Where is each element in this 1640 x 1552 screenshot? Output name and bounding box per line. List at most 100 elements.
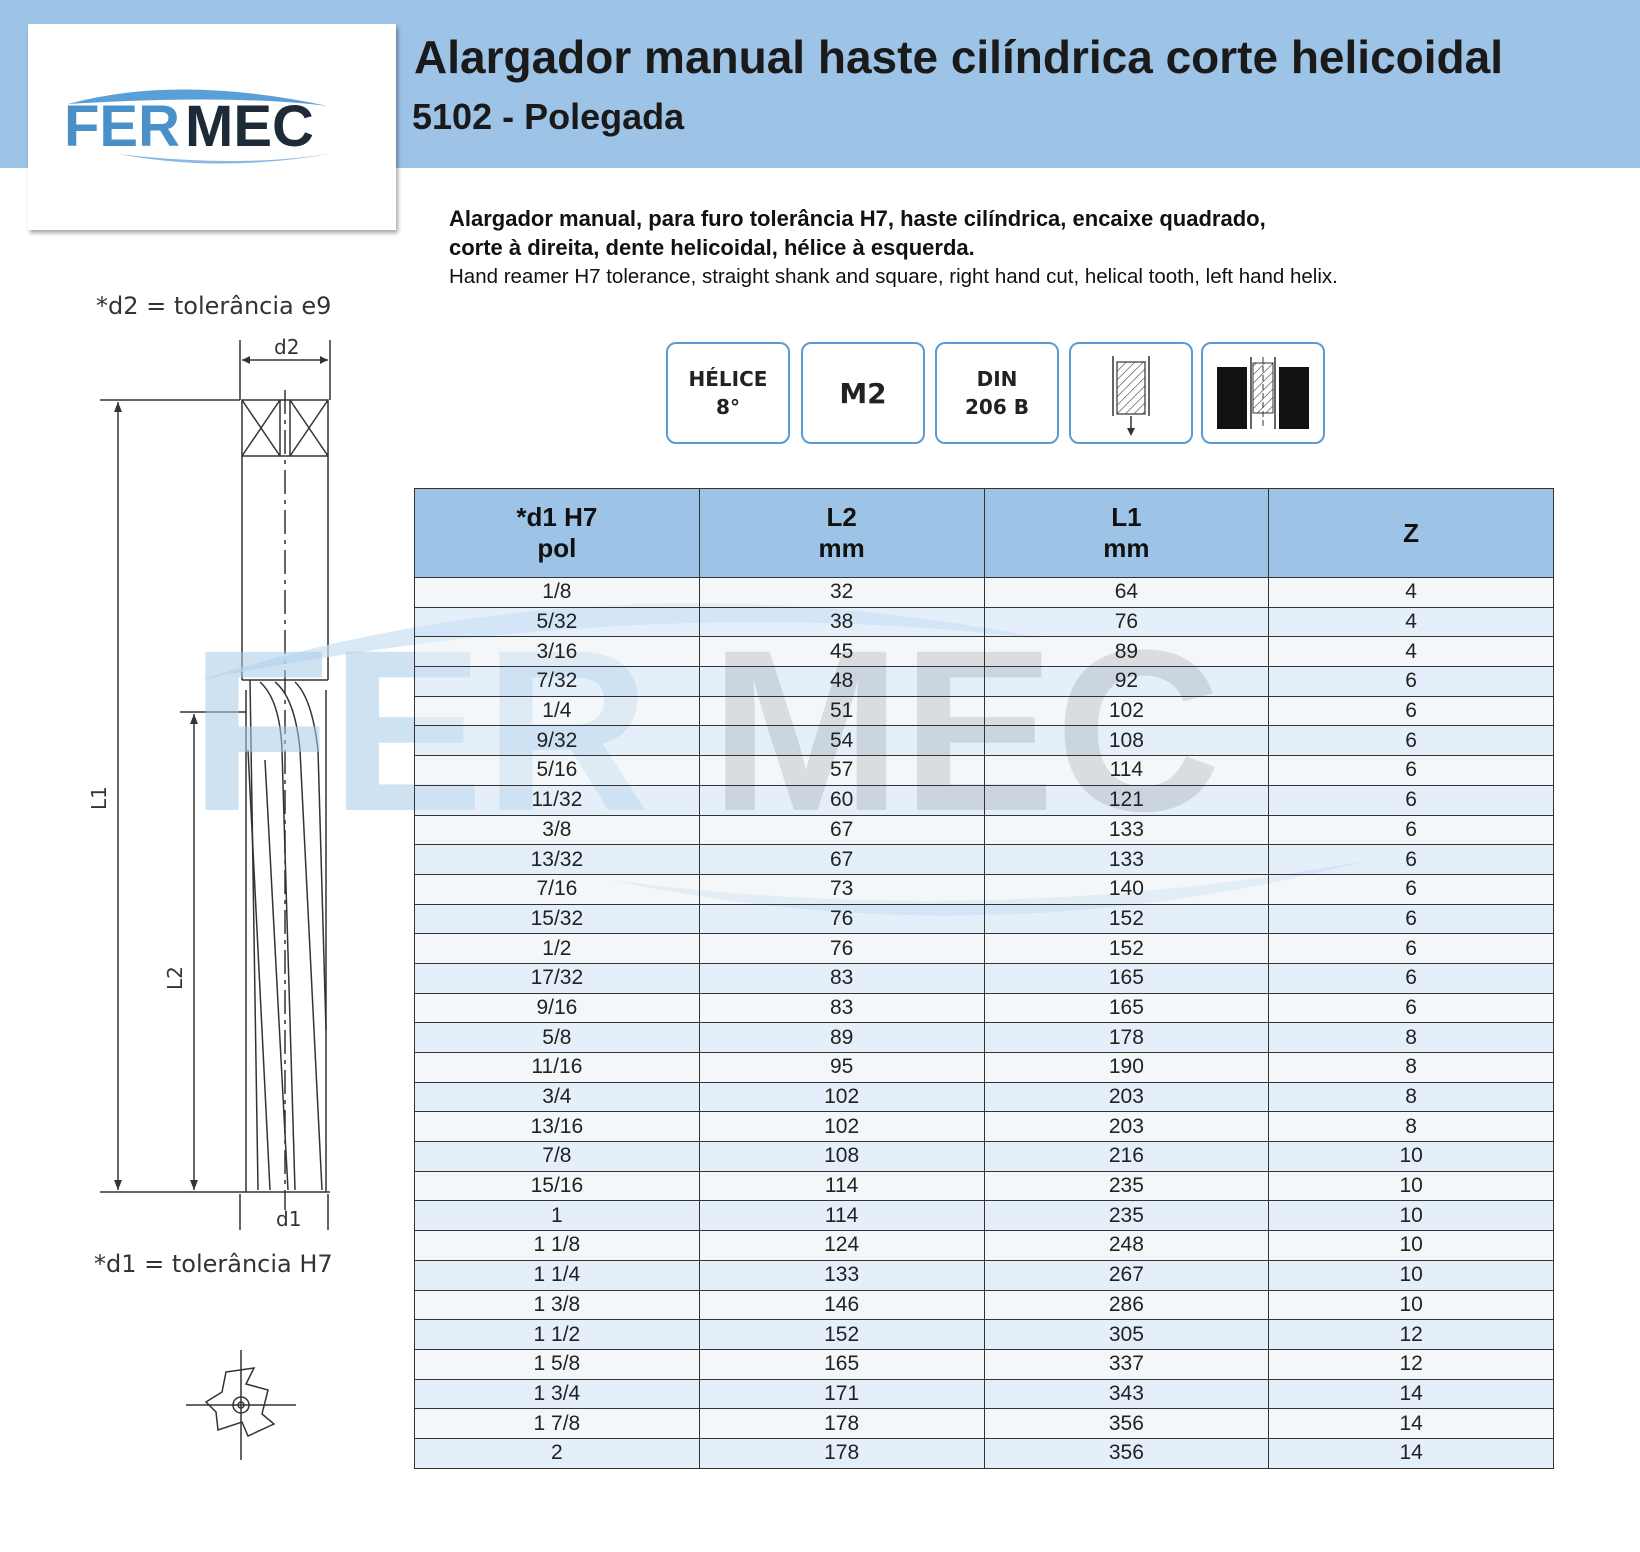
table-row: 5/16 57 114 6 — [414, 755, 1554, 786]
table-row: 17/32 83 165 6 — [414, 962, 1554, 994]
table-cell-L1: 140 — [983, 873, 1270, 905]
table-row: 1 7/8 178 356 14 — [414, 1408, 1554, 1439]
table-row: 3/4 102 203 8 — [414, 1081, 1554, 1113]
table-cell-L1: 102 — [983, 695, 1270, 727]
table-cell-L2: 51 — [698, 695, 985, 727]
table-cell-d1: 5/8 — [414, 1022, 700, 1053]
table-cell-L2: 83 — [698, 992, 985, 1024]
table-cell-L2: 38 — [698, 606, 985, 638]
column-header-Z: Z — [1268, 488, 1554, 578]
table-row: 1/8 32 64 4 — [414, 577, 1554, 608]
table-cell-L2: 108 — [698, 1141, 985, 1172]
table-cell-d1: 1 3/4 — [414, 1378, 700, 1410]
table-row: 13/32 67 133 6 — [414, 844, 1554, 875]
table-cell-d1: 5/32 — [414, 606, 700, 638]
table-cell-Z: 10 — [1268, 1200, 1554, 1232]
table-cell-L2: 32 — [698, 577, 985, 608]
brand-logo: FER MEC — [28, 24, 396, 230]
table-body: 1/8 32 64 4 5/32 38 76 4 3/16 45 89 4 7/32 48 92 6 1/4 51… — [414, 577, 1554, 1469]
table-cell-Z: 4 — [1268, 636, 1554, 668]
table-cell-d1: 15/16 — [414, 1170, 700, 1202]
table-cell-L1: 203 — [983, 1111, 1270, 1143]
table-cell-L1: 235 — [983, 1200, 1270, 1232]
table-cell-L2: 89 — [698, 1022, 985, 1053]
table-cell-Z: 8 — [1268, 1052, 1554, 1083]
table-cell-d1: 1 1/4 — [414, 1259, 700, 1291]
table-row: 11/16 95 190 8 — [414, 1052, 1554, 1083]
table-cell-d1: 1/8 — [414, 577, 700, 608]
table-header-row: *d1 H7 pol L2 mm L1 mm Z — [414, 488, 1554, 578]
table-cell-d1: 11/32 — [414, 784, 700, 816]
table-row: 15/32 76 152 6 — [414, 903, 1554, 935]
helix-label: HÉLICE — [688, 367, 768, 391]
table-cell-Z: 12 — [1268, 1348, 1554, 1380]
table-cell-d1: 13/16 — [414, 1111, 700, 1143]
table-row: 9/16 83 165 6 — [414, 992, 1554, 1024]
standard-line1: DIN — [976, 367, 1018, 391]
table-cell-Z: 8 — [1268, 1081, 1554, 1113]
table-cell-d1: 7/16 — [414, 873, 700, 905]
table-row: 1 1/2 152 305 12 — [414, 1319, 1554, 1350]
table-row: 3/8 67 133 6 — [414, 814, 1554, 846]
table-cell-d1: 1 7/8 — [414, 1408, 700, 1439]
table-row: 1 1/4 133 267 10 — [414, 1259, 1554, 1291]
table-cell-L1: 203 — [983, 1081, 1270, 1113]
table-cell-Z: 14 — [1268, 1408, 1554, 1439]
table-cell-L1: 235 — [983, 1170, 1270, 1202]
table-row: 3/16 45 89 4 — [414, 636, 1554, 668]
L2-label: L2 — [163, 966, 187, 990]
table-cell-d1: 7/32 — [414, 666, 700, 697]
table-cell-L2: 45 — [698, 636, 985, 668]
table-cell-L1: 121 — [983, 784, 1270, 816]
table-cell-d1: 2 — [414, 1437, 700, 1469]
table-cell-d1: 13/32 — [414, 844, 700, 875]
table-cell-Z: 10 — [1268, 1170, 1554, 1202]
table-row: 7/16 73 140 6 — [414, 873, 1554, 905]
table-cell-L2: 60 — [698, 784, 985, 816]
table-row: 1 3/8 146 286 10 — [414, 1289, 1554, 1321]
page-title: Alargador manual haste cilíndrica corte … — [414, 31, 1503, 83]
table-cell-L2: 67 — [698, 814, 985, 846]
table-cell-L2: 171 — [698, 1378, 985, 1410]
table-cell-L2: 178 — [698, 1437, 985, 1469]
table-cell-Z: 6 — [1268, 962, 1554, 994]
table-cell-L1: 356 — [983, 1437, 1270, 1469]
cutter-cross-section-icon — [186, 1350, 296, 1460]
table-cell-Z: 6 — [1268, 814, 1554, 846]
table-cell-L1: 267 — [983, 1259, 1270, 1291]
table-cell-Z: 6 — [1268, 933, 1554, 964]
table-row: 1 1/8 124 248 10 — [414, 1230, 1554, 1261]
table-cell-d1: 15/32 — [414, 903, 700, 935]
table-cell-L1: 152 — [983, 933, 1270, 964]
table-cell-d1: 1 1/2 — [414, 1319, 700, 1350]
table-cell-L1: 92 — [983, 666, 1270, 697]
table-cell-d1: 3/4 — [414, 1081, 700, 1113]
column-header-L1: L1 mm — [983, 488, 1270, 578]
table-cell-L2: 48 — [698, 666, 985, 697]
table-row: 7/8 108 216 10 — [414, 1141, 1554, 1172]
table-row: 1/2 76 152 6 — [414, 933, 1554, 964]
blind-hole-badge — [1201, 342, 1325, 444]
description-pt-line1: Alargador manual, para furo tolerância H… — [449, 206, 1266, 231]
table-cell-L1: 114 — [983, 755, 1270, 786]
table-cell-Z: 6 — [1268, 666, 1554, 697]
table-cell-L2: 73 — [698, 873, 985, 905]
table-cell-L2: 102 — [698, 1111, 985, 1143]
table-cell-L1: 216 — [983, 1141, 1270, 1172]
logo-text-fer: FER — [64, 94, 180, 159]
table-cell-Z: 10 — [1268, 1141, 1554, 1172]
description-pt-line2: corte à direita, dente helicoidal, hélic… — [449, 235, 975, 260]
table-cell-d1: 17/32 — [414, 962, 700, 994]
table-cell-L1: 178 — [983, 1022, 1270, 1053]
table-cell-d1: 5/16 — [414, 755, 700, 786]
table-cell-L1: 76 — [983, 606, 1270, 638]
table-cell-d1: 1 5/8 — [414, 1348, 700, 1380]
table-cell-L1: 133 — [983, 844, 1270, 875]
table-cell-L2: 57 — [698, 755, 985, 786]
tolerance-d1-note: *d1 = tolerância H7 — [94, 1250, 333, 1278]
table-row: 1/4 51 102 6 — [414, 695, 1554, 727]
table-cell-L1: 165 — [983, 992, 1270, 1024]
table-row: 1 3/4 171 343 14 — [414, 1378, 1554, 1410]
table-cell-d1: 11/16 — [414, 1052, 700, 1083]
helix-badge: HÉLICE 8° — [666, 342, 790, 444]
